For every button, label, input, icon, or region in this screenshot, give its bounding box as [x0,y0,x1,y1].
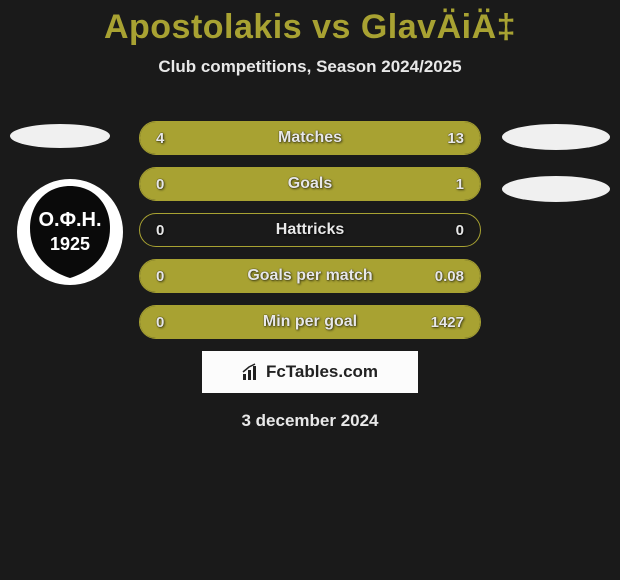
date-line: 3 december 2024 [0,411,620,431]
chart-icon [242,363,260,381]
team-pill-top-left [10,124,110,148]
stat-value-right: 0.08 [424,268,464,285]
stat-row: 0 Goals per match 0.08 [139,259,481,293]
stat-value-left: 0 [156,314,196,331]
stat-value-right: 1427 [424,314,464,331]
stat-value-left: 4 [156,130,196,147]
club-badge: Ο.Φ.Η. 1925 [16,178,124,286]
team-pill-top-right [502,124,610,150]
stat-value-left: 0 [156,268,196,285]
stat-row: 0 Min per goal 1427 [139,305,481,339]
badge-text-year: 1925 [50,234,90,254]
stat-label: Min per goal [263,313,357,331]
subtitle: Club competitions, Season 2024/2025 [0,57,620,77]
badge-text-top: Ο.Φ.Η. [38,209,101,231]
stat-value-right: 13 [424,130,464,147]
watermark-text: FcTables.com [266,362,378,382]
stat-label: Goals per match [247,267,372,285]
watermark: FcTables.com [202,351,418,393]
stat-row: 0 Goals 1 [139,167,481,201]
stat-value-right: 0 [424,222,464,239]
stat-label: Hattricks [276,221,344,239]
stat-label: Goals [288,175,332,193]
page-title: Apostolakis vs GlavÄiÄ‡ [0,0,620,47]
team-pill-bottom-right [502,176,610,202]
stat-value-left: 0 [156,176,196,193]
stat-row: 0 Hattricks 0 [139,213,481,247]
stat-value-right: 1 [424,176,464,193]
stats-container: 4 Matches 13 0 Goals 1 0 Hattricks 0 0 Goals per m… [139,121,481,339]
stat-label: Matches [278,129,342,147]
stat-row: 4 Matches 13 [139,121,481,155]
stat-value-left: 0 [156,222,196,239]
